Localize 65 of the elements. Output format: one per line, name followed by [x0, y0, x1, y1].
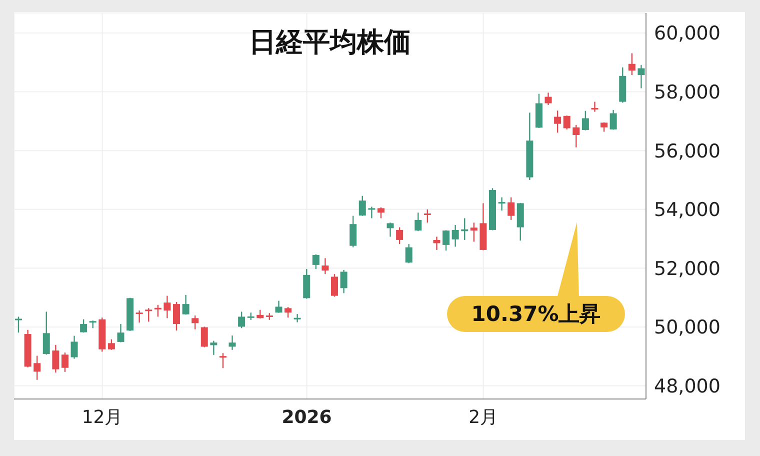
candlestick	[433, 236, 440, 251]
candlestick	[350, 215, 357, 248]
y-tick-label: 54,000	[654, 199, 720, 222]
candlestick	[470, 222, 478, 242]
candlestick	[442, 230, 450, 252]
candlestick	[108, 338, 115, 351]
candlestick	[572, 124, 580, 148]
x-tick-label: 2月	[468, 407, 498, 428]
candlestick	[164, 295, 171, 319]
x-tick-label: 12月	[82, 407, 123, 428]
candlestick	[386, 222, 394, 238]
candlestick	[80, 318, 88, 334]
candlestick	[117, 323, 124, 343]
candlestick	[638, 64, 645, 89]
candlestick	[182, 294, 190, 316]
candlestick	[210, 340, 218, 356]
y-tick-label: 58,000	[654, 82, 720, 104]
candlestick	[228, 334, 236, 351]
candlestick	[452, 224, 459, 248]
candlestick	[294, 313, 301, 323]
y-tick-label: 60,000	[654, 22, 720, 45]
candlestick	[610, 109, 617, 130]
candlestick	[563, 115, 570, 130]
candlestick	[554, 110, 562, 134]
candlestick	[70, 335, 78, 360]
candlestick	[154, 304, 162, 318]
candlestick	[61, 352, 68, 373]
candlestick	[312, 254, 320, 270]
candlestick	[275, 300, 282, 314]
x-tick-label: 2026	[282, 407, 332, 428]
candlestick	[284, 306, 292, 318]
candlestick	[498, 196, 506, 212]
candlestick	[145, 308, 152, 322]
y-tick-label: 50,000	[654, 316, 720, 339]
candlestick	[628, 52, 636, 76]
candlestick	[42, 311, 50, 356]
candlestick	[219, 352, 226, 369]
candlestick	[377, 206, 384, 219]
candlestick	[15, 316, 22, 334]
candlestick	[358, 195, 366, 216]
candlestick	[340, 269, 348, 294]
candlestick	[192, 314, 199, 330]
candlestick	[322, 258, 329, 275]
candlestick	[136, 310, 143, 324]
candlestick	[34, 355, 41, 380]
y-tick-label: 52,000	[654, 258, 720, 280]
candlestick	[414, 212, 422, 232]
candlestick	[591, 101, 598, 112]
candlestick	[173, 301, 180, 332]
candlestick	[396, 226, 404, 245]
text: 日経平均株価	[248, 26, 412, 60]
candlestick	[200, 326, 208, 348]
candlestick	[52, 344, 60, 374]
annotation: 10.37%上昇	[470, 301, 602, 328]
y-tick-label: 56,000	[654, 140, 720, 162]
candlestick	[238, 311, 246, 329]
y-tick-label: 48,000	[654, 376, 720, 398]
candlestick	[331, 273, 338, 298]
candlestick	[405, 243, 412, 264]
candlestick	[508, 196, 515, 221]
candlestick	[544, 92, 552, 106]
candlestick	[303, 268, 310, 300]
candlestick	[424, 208, 431, 224]
candlestick	[368, 206, 376, 219]
candlestick	[582, 110, 589, 131]
